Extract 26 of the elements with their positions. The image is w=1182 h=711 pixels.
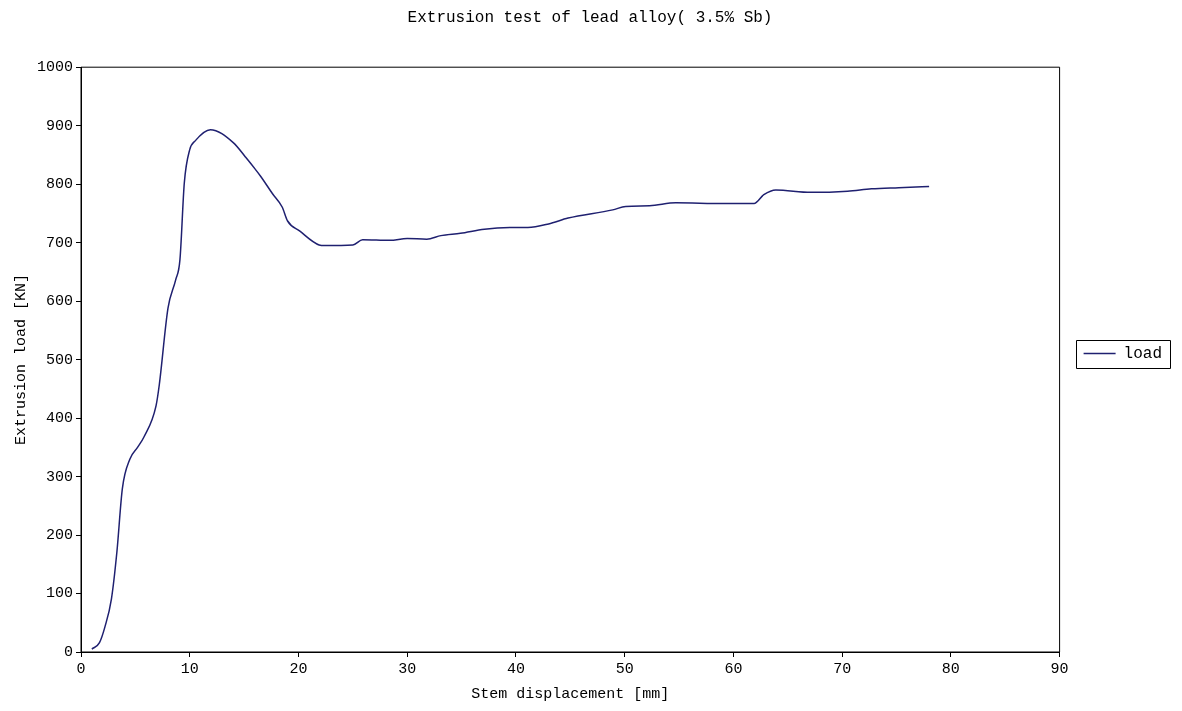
x-tick-label: 0 <box>76 660 86 678</box>
x-tick-label: 20 <box>289 660 308 678</box>
y-tick-label: 300 <box>45 468 74 486</box>
y-tick-label: 500 <box>45 351 74 369</box>
chart-title: Extrusion test of lead alloy( 3.5% Sb) <box>407 8 773 27</box>
line-series <box>91 129 930 650</box>
y-tick-label: 200 <box>45 527 74 545</box>
y-tick-label: 0 <box>63 643 74 661</box>
x-tick-label: 50 <box>615 660 634 678</box>
x-tick-label: 10 <box>180 660 199 678</box>
y-axis-title: Extrusion load [KN] <box>12 274 30 446</box>
legend-label: load <box>1123 344 1162 363</box>
x-tick-label: 70 <box>833 660 852 678</box>
y-tick-label: 900 <box>45 117 74 135</box>
y-tick-label: 700 <box>45 234 74 252</box>
y-tick-label: 400 <box>45 410 74 428</box>
y-tick-label: 800 <box>45 176 74 194</box>
x-tick-label: 80 <box>941 660 960 678</box>
y-tick-label: 600 <box>45 293 74 311</box>
y-tick-label: 100 <box>45 585 74 603</box>
x-axis-title: Stem displacement [mm] <box>471 685 670 703</box>
x-tick-label: 30 <box>398 660 417 678</box>
y-tick-label: 1000 <box>36 59 74 77</box>
x-tick-label: 90 <box>1050 660 1069 678</box>
x-tick-label: 40 <box>506 660 525 678</box>
x-tick-label: 60 <box>724 660 743 678</box>
